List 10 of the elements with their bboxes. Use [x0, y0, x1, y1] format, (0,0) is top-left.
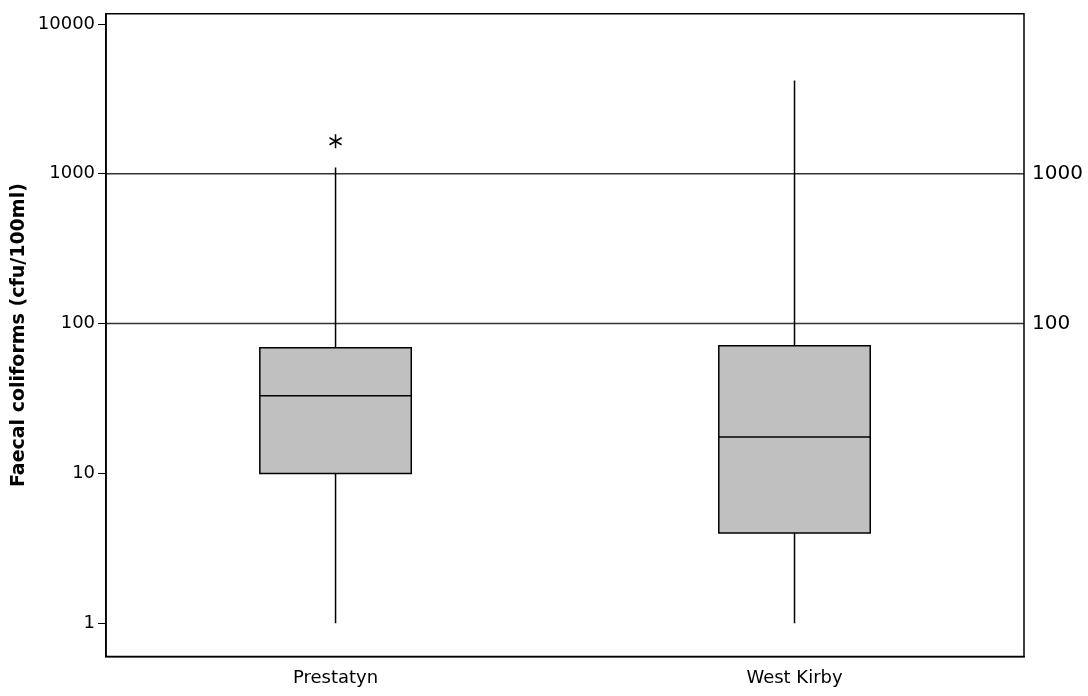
y-axis-title: Faecal coliforms (cfu/100ml): [6, 183, 29, 488]
x-tick-label: Prestatyn: [292, 665, 379, 687]
ref-line-label: 100: [1032, 309, 1071, 334]
ref-line-label: 1000: [1032, 160, 1083, 185]
y-tick-label: 1000: [49, 161, 96, 183]
y-tick-label: 1: [83, 610, 96, 632]
y-tick-label: 10000: [37, 11, 96, 33]
x-tick-label: West Kirby: [746, 665, 843, 687]
y-tick-label: 10: [72, 461, 96, 483]
y-tick-label: 100: [60, 311, 96, 333]
